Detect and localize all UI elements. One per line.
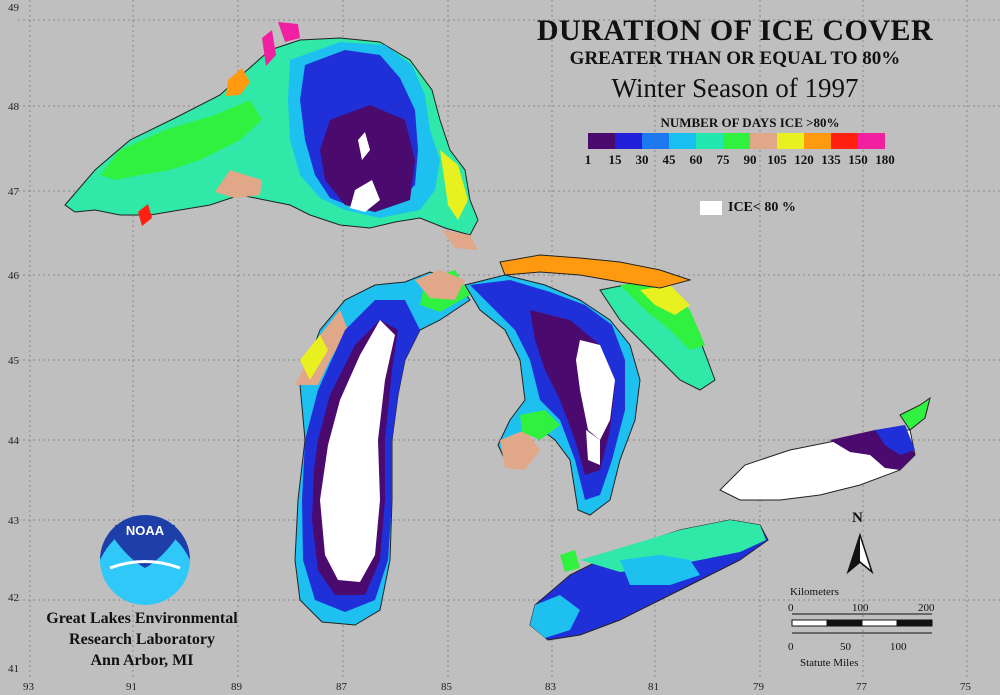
latitude-label: 42	[8, 592, 19, 604]
lake-huron	[415, 254, 716, 516]
longitude-label: 75	[960, 681, 971, 693]
scale-mi-tick: 50	[840, 641, 851, 653]
scale-mi-tick: 100	[890, 641, 907, 653]
legend-title: NUMBER OF DAYS ICE >80%	[660, 115, 840, 130]
north-label: N	[852, 510, 863, 526]
legend-swatch	[615, 133, 642, 149]
scale-km-tick: 200	[918, 602, 935, 614]
scale-km-title: Kilometers	[790, 586, 839, 598]
longitude-label: 83	[545, 681, 556, 693]
legend-label: 15	[608, 152, 622, 167]
north-arrow-icon	[846, 532, 874, 575]
legend-label: 120	[794, 152, 814, 167]
latitude-label: 41	[8, 663, 19, 675]
scale-km-tick: 0	[788, 602, 794, 614]
legend-color-bar	[588, 133, 885, 149]
longitude-label: 79	[753, 681, 764, 693]
legend-swatch	[750, 133, 777, 149]
ice-below-threshold-swatch	[700, 201, 722, 215]
latitude-label: 48	[8, 101, 19, 113]
legend-label: 1	[584, 152, 592, 167]
legend-label: 30	[635, 152, 649, 167]
legend-labels: 1 15 30 45 60 75 90 105 120 135 150 180	[583, 152, 933, 168]
noaa-logo-text: NOAA	[126, 523, 165, 538]
scale-bar	[791, 613, 933, 634]
latitude-label: 49	[8, 2, 19, 14]
map-season: Winter Season of 1997	[611, 73, 859, 103]
lake-superior	[64, 22, 479, 250]
ice-below-threshold-label: ICE< 80 %	[728, 200, 796, 215]
longitude-label: 85	[441, 681, 452, 693]
legend-label: 135	[821, 152, 841, 167]
longitude-label: 91	[126, 681, 137, 693]
latitude-label: 47	[8, 186, 19, 198]
legend-label: 75	[716, 152, 730, 167]
scale-mi-tick: 0	[788, 641, 794, 653]
longitude-label: 77	[856, 681, 867, 693]
legend-label: 180	[875, 152, 895, 167]
legend-label: 150	[848, 152, 868, 167]
legend-swatch	[696, 133, 723, 149]
noaa-logo: NOAA	[100, 515, 190, 605]
lake-michigan	[294, 270, 471, 626]
longitude-label: 87	[336, 681, 347, 693]
map-title: DURATION OF ICE COVER	[536, 14, 934, 47]
legend-swatch	[858, 133, 885, 149]
legend-swatch	[804, 133, 831, 149]
scale-km-tick: 100	[852, 602, 869, 614]
latitude-label: 44	[8, 435, 19, 447]
legend-label: 60	[689, 152, 703, 167]
legend-swatch	[588, 133, 615, 149]
latitude-label: 46	[8, 270, 19, 282]
scale-mi-title: Statute Miles	[800, 657, 859, 669]
credit-line2: Research Laboratory	[69, 631, 215, 648]
legend-swatch	[831, 133, 858, 149]
legend-swatch	[723, 133, 750, 149]
credit-line3: Ann Arbor, MI	[90, 652, 194, 669]
legend-swatch	[777, 133, 804, 149]
map-subtitle: GREATER THAN OR EQUAL TO 80%	[569, 48, 901, 69]
legend-label: 105	[767, 152, 787, 167]
lake-erie	[529, 519, 769, 641]
latitude-label: 43	[8, 515, 19, 527]
legend-swatch	[642, 133, 669, 149]
longitude-label: 89	[231, 681, 242, 693]
legend-label: 45	[662, 152, 676, 167]
legend-swatch	[669, 133, 696, 149]
longitude-label: 81	[648, 681, 659, 693]
credit-line1: Great Lakes Environmental	[46, 610, 238, 627]
latitude-label: 45	[8, 355, 19, 367]
legend-label: 90	[743, 152, 757, 167]
lake-ontario	[719, 396, 931, 501]
longitude-label: 93	[23, 681, 34, 693]
